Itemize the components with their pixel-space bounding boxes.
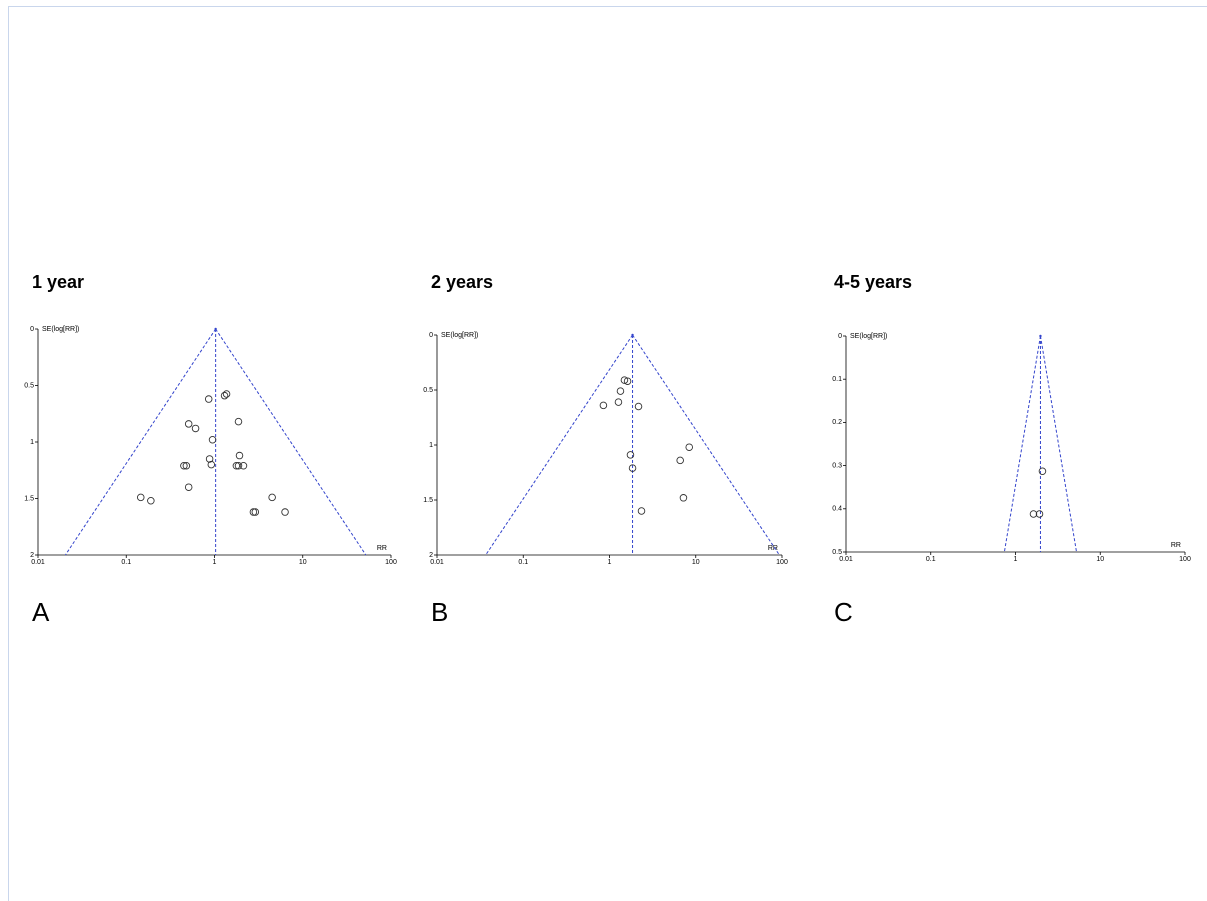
- y-tick-label: 0.1: [832, 376, 842, 383]
- y-tick-label: 0: [30, 326, 34, 333]
- y-tick-label: 0.5: [24, 382, 34, 389]
- x-axis-label: RR: [377, 545, 387, 552]
- x-tick-label: 0.01: [430, 559, 444, 566]
- x-tick-label: 10: [692, 559, 700, 566]
- x-tick-label: 0.1: [121, 559, 131, 566]
- y-axis-label: SE(log[RR]): [441, 332, 478, 339]
- x-tick-label: 100: [1179, 556, 1191, 563]
- pooled-apex: [1039, 334, 1042, 338]
- study-point: [222, 390, 231, 398]
- panel-letter: A: [32, 597, 50, 627]
- study-point: [599, 401, 608, 410]
- x-tick-label: 1: [1014, 556, 1018, 563]
- study-point: [234, 461, 243, 470]
- study-point: [676, 456, 684, 465]
- study-point: [208, 435, 217, 444]
- y-axis-label: SE(log[RR]): [850, 333, 887, 340]
- x-tick-label: 1: [213, 559, 217, 566]
- funnel-left: [1003, 335, 1041, 553]
- pooled-apex: [214, 327, 217, 331]
- study-point: [220, 391, 229, 400]
- y-tick-label: 2: [429, 552, 433, 559]
- study-point: [184, 420, 193, 428]
- x-tick-label: 100: [385, 559, 397, 566]
- panel-letter: B: [431, 597, 448, 627]
- study-point: [637, 507, 646, 515]
- study-point: [191, 424, 200, 433]
- x-tick-label: 0.01: [839, 556, 853, 563]
- study-point: [626, 451, 635, 459]
- study-point: [182, 461, 191, 470]
- study-point: [180, 461, 188, 470]
- y-tick-label: 1: [30, 439, 34, 446]
- study-point: [614, 398, 623, 406]
- y-tick-label: 0.2: [832, 419, 842, 426]
- panel-title: 2 years: [431, 272, 493, 292]
- study-point: [1038, 467, 1047, 475]
- y-tick-label: 1: [429, 442, 433, 449]
- x-tick-label: 0.01: [31, 559, 45, 566]
- y-tick-label: 0.4: [832, 506, 842, 513]
- funnel-right: [1039, 335, 1078, 553]
- y-tick-label: 0: [838, 333, 842, 340]
- study-point: [268, 493, 276, 502]
- study-point: [234, 417, 243, 426]
- y-tick-label: 0.5: [423, 387, 433, 394]
- x-tick-label: 0.1: [518, 559, 528, 566]
- funnel-right: [215, 328, 367, 556]
- study-point: [205, 455, 214, 463]
- study-point: [204, 395, 213, 403]
- study-point: [239, 461, 248, 470]
- study-point: [232, 461, 241, 470]
- y-tick-label: 0.3: [832, 462, 842, 469]
- y-tick-label: 1.5: [423, 497, 433, 504]
- study-point: [679, 494, 688, 502]
- y-axis-label: SE(log[RR]): [42, 326, 79, 333]
- y-tick-label: 0: [429, 332, 433, 339]
- study-point: [685, 443, 693, 451]
- study-point: [281, 508, 289, 516]
- panel-letter: C: [834, 597, 853, 627]
- x-tick-label: 10: [1096, 556, 1104, 563]
- study-point: [147, 497, 155, 505]
- panel-title: 4-5 years: [834, 272, 912, 292]
- study-point: [251, 508, 260, 516]
- pooled-apex: [631, 333, 634, 337]
- x-tick-label: 10: [299, 559, 307, 566]
- study-point: [623, 377, 632, 385]
- x-tick-label: 1: [608, 559, 612, 566]
- x-axis-label: RR: [768, 545, 778, 552]
- funnel-right: [632, 334, 780, 556]
- y-tick-label: 1.5: [24, 495, 34, 502]
- y-tick-label: 0.5: [832, 549, 842, 556]
- study-point: [184, 483, 193, 491]
- study-point: [1035, 510, 1044, 518]
- x-axis-label: RR: [1171, 542, 1181, 549]
- study-point: [137, 493, 145, 502]
- funnel-left: [485, 334, 633, 556]
- funnel-left: [64, 328, 217, 556]
- panel-title: 1 year: [32, 272, 84, 292]
- study-point: [249, 508, 258, 516]
- study-point: [628, 464, 637, 472]
- study-point: [616, 387, 625, 395]
- frame: [8, 6, 1207, 901]
- study-point: [634, 402, 643, 411]
- study-point: [235, 451, 244, 460]
- study-point: [1029, 510, 1038, 518]
- x-tick-label: 100: [776, 559, 788, 566]
- y-tick-label: 2: [30, 552, 34, 559]
- study-point: [207, 460, 216, 469]
- x-tick-label: 0.1: [926, 556, 936, 563]
- study-point: [620, 376, 629, 384]
